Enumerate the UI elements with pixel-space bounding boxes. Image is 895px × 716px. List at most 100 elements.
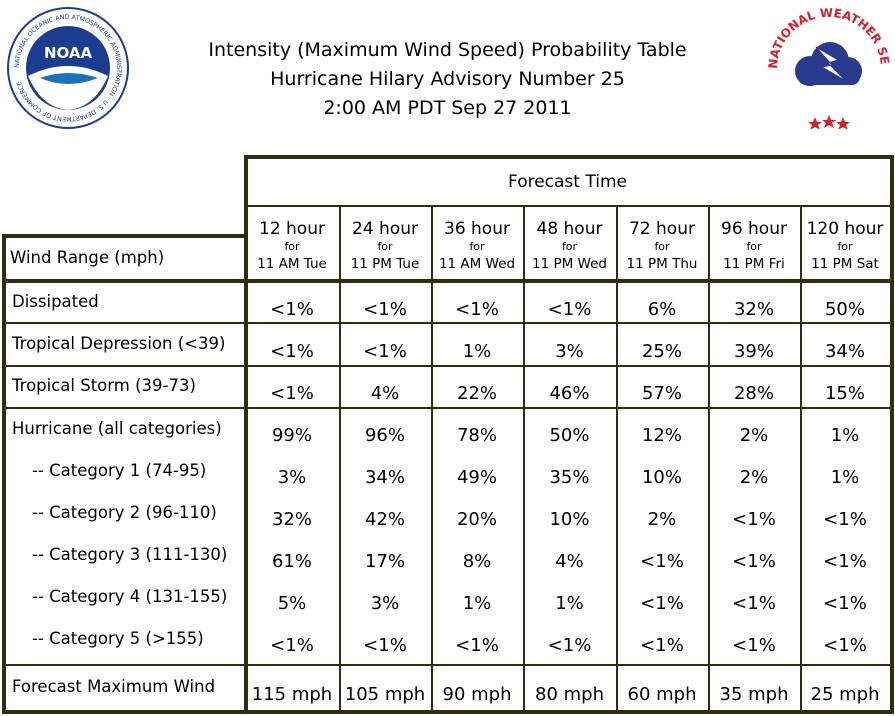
table-cell: <1% (823, 509, 867, 530)
table-cell: 4% (370, 383, 400, 404)
table-cell: 3% (370, 593, 400, 614)
table-cell: 1% (830, 467, 860, 488)
table-cell: 6% (647, 299, 677, 320)
grid-line-col-1 (339, 205, 341, 714)
column-for-label: for (654, 240, 670, 253)
grid-line-col-4 (616, 205, 618, 714)
grid-line-bottom (2, 710, 894, 714)
row-label: Dissipated (12, 292, 99, 311)
column-time-label: 11 PM Tue (350, 256, 420, 272)
column-time-label: 11 PM Fri (723, 256, 785, 272)
table-cell: <1% (732, 509, 776, 530)
wind-range-header: Wind Range (mph) (10, 248, 165, 267)
table-cell: 34% (364, 467, 405, 488)
row-label: Tropical Depression (<39) (12, 334, 226, 353)
title-line-3: 2:00 AM PDT Sep 27 2011 (323, 97, 572, 119)
grid-line-row-4 (2, 664, 894, 666)
table-cell: <1% (732, 593, 776, 614)
table-cell: 32% (733, 299, 774, 320)
table-cell: 99% (271, 425, 312, 446)
table-cell: 3% (555, 341, 584, 362)
table-cell: 61% (271, 551, 312, 572)
table-cell: <1% (547, 299, 592, 320)
table-cell: 90 mph (442, 684, 512, 705)
table-cell: <1% (732, 635, 776, 656)
table-cell: 50% (824, 299, 865, 320)
chart-title: Intensity (Maximum Wind Speed) Probabili… (150, 36, 745, 123)
grid-line-row-1 (2, 322, 894, 324)
table-cell: 34% (824, 341, 865, 362)
column-time-label: 11 AM Tue (257, 256, 327, 272)
table-cell: 2% (739, 467, 769, 488)
table-cell: <1% (363, 341, 407, 362)
table-cell: 57% (641, 383, 682, 404)
lightning-icon (815, 46, 847, 82)
grid-line-header-mid (244, 205, 894, 207)
column-hours-label: 96 hour (721, 219, 787, 239)
table-cell: <1% (270, 383, 314, 404)
column-for-label: for (746, 240, 762, 253)
table-cell: 5% (277, 593, 307, 614)
grid-line-right (890, 155, 894, 714)
row-label: Tropical Storm (39-73) (12, 376, 196, 395)
table-cell: <1% (547, 635, 592, 656)
grid-line-rowheader-top (2, 234, 246, 238)
row-label: Forecast Maximum Wind (12, 677, 216, 696)
table-cell: <1% (823, 551, 867, 572)
column-for-label: for (377, 240, 393, 253)
table-cell: 50% (549, 425, 590, 446)
row-label: -- Category 1 (74-95) (32, 461, 207, 480)
table-cell: 39% (733, 341, 774, 362)
noaa-logo-text: NOAA (44, 44, 93, 62)
table-cell: <1% (270, 635, 314, 656)
title-line-1: Intensity (Maximum Wind Speed) Probabili… (208, 39, 687, 61)
table-cell: 28% (733, 383, 774, 404)
table-cell: <1% (455, 635, 499, 656)
table-cell: 32% (271, 509, 312, 530)
table-cell: <1% (270, 341, 314, 362)
column-time-label: 11 AM Wed (438, 256, 516, 272)
table-cell: 20% (456, 509, 497, 530)
table-cell: <1% (640, 593, 684, 614)
table-cell: 1% (462, 593, 492, 614)
grid-line-row-2 (2, 365, 894, 367)
table-cell: 105 mph (344, 684, 426, 705)
table-cell: 25% (641, 341, 682, 362)
forecast-time-header: Forecast Time (508, 172, 627, 192)
table-cell: 60 mph (627, 684, 697, 705)
table-cell: 22% (456, 383, 497, 404)
table-cell: 42% (364, 509, 405, 530)
column-hours-label: 48 hour (536, 219, 603, 239)
grid-line-row-3 (2, 407, 894, 409)
grid-line-col-2 (431, 205, 433, 714)
table-cell: <1% (455, 299, 499, 320)
grid-line-col-3 (523, 205, 525, 714)
table-cell: 17% (364, 551, 405, 572)
table-cell: <1% (363, 635, 407, 656)
grid-line-col-6 (800, 205, 802, 714)
star-icons (808, 115, 850, 129)
table-cell: 78% (456, 425, 497, 446)
table-cell: 1% (462, 341, 492, 362)
column-hours-label: 72 hour (629, 219, 695, 239)
column-hours-label: 120 hour (806, 219, 884, 239)
table-cell: 15% (824, 383, 865, 404)
table-cell: 3% (277, 467, 307, 488)
column-hours-label: 12 hour (259, 219, 325, 239)
table-cell: 1% (555, 593, 584, 614)
table-cell: 4% (555, 551, 584, 572)
grid-line-top (244, 155, 894, 159)
title-line-2: Hurricane Hilary Advisory Number 25 (270, 68, 625, 90)
row-label: -- Category 4 (131-155) (32, 587, 228, 606)
table-cell: 1% (830, 425, 860, 446)
grid-line-col-5 (708, 205, 710, 714)
row-label: -- Category 5 (>155) (32, 629, 204, 648)
table-cell: <1% (640, 551, 684, 572)
table-cell: 2% (739, 425, 769, 446)
table-cell: 80 mph (535, 684, 604, 705)
table-cell: <1% (823, 635, 867, 656)
table-cell: 8% (462, 551, 492, 572)
table-cell: 12% (641, 425, 682, 446)
table-cell: 96% (364, 425, 405, 446)
column-hours-label: 36 hour (444, 219, 510, 239)
